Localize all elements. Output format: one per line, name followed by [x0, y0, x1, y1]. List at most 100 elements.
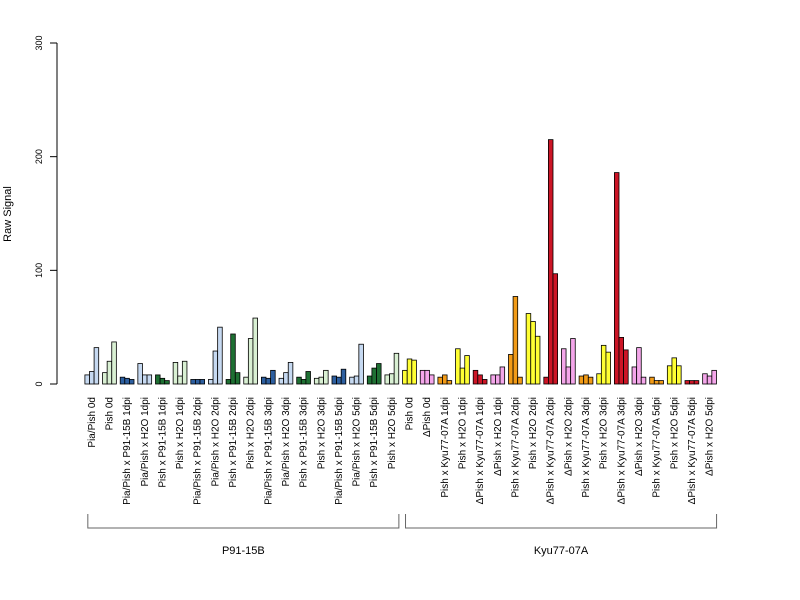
bar [358, 343, 364, 385]
bar [331, 375, 337, 385]
x-tick-label: Pia/Pish x H2O 2dpi [210, 397, 221, 487]
x-tick-label: Pish 0d [405, 397, 416, 430]
bar [89, 371, 95, 385]
bar [234, 372, 241, 385]
y-axis: 0 100 200 300 [34, 35, 58, 387]
x-tick-label: Pish x H2O 1dpi [175, 397, 186, 469]
bar [111, 341, 117, 385]
bar [230, 333, 236, 385]
bar [534, 335, 541, 385]
bar [517, 376, 523, 385]
bar [693, 380, 700, 385]
bar [349, 376, 355, 385]
bar [676, 365, 682, 385]
bar [371, 367, 377, 385]
bar [525, 313, 532, 385]
bar [159, 377, 166, 385]
bar [684, 380, 690, 385]
x-tick-label: Pish x H2O 2dpi [246, 397, 257, 469]
x-tick-label: Pish x Kyu77-07A 1dpi [440, 397, 451, 498]
bar [636, 347, 642, 385]
bar [437, 376, 443, 385]
x-tick-label: Pish x H2O 5dpi [387, 397, 398, 469]
bar [389, 373, 395, 385]
bar [366, 375, 373, 385]
bar [146, 374, 153, 385]
x-tick-label: ΔPish x H2O 5dpi [705, 397, 716, 476]
x-tick-label: ΔPish 0d [422, 397, 433, 437]
bar [172, 361, 179, 385]
bracket-line [405, 514, 718, 529]
bar [411, 359, 417, 385]
y-axis-label: Raw Signal [2, 186, 14, 242]
bar [353, 375, 360, 385]
bar [142, 374, 148, 385]
bar [552, 273, 558, 385]
bar [124, 377, 130, 385]
bar [384, 374, 390, 385]
bar [106, 360, 113, 385]
bar [583, 374, 589, 385]
bracket-label: Kyu77-07A [534, 545, 589, 557]
x-tick-label: Pia/Pish x P91-15B 2dpi [193, 397, 204, 505]
bar [283, 372, 289, 385]
bracket-label: P91-15B [222, 545, 265, 557]
x-tick-label: Pish x H2O 5dpi [669, 397, 680, 469]
bar [318, 376, 324, 385]
bar [212, 350, 219, 385]
x-tick-label: ΔPish x Kyu77-07A 2dpi [546, 397, 557, 504]
bar [424, 369, 430, 385]
bar [658, 380, 664, 385]
bar [336, 376, 342, 385]
bar [419, 369, 426, 385]
bar [455, 348, 461, 385]
x-tick-label: Pish x P91-15B 5dpi [369, 397, 380, 488]
bar [530, 321, 536, 385]
bars-layer [84, 139, 717, 385]
x-tick-label: Pish x H2O 2dpi [528, 397, 539, 469]
bar [300, 379, 307, 385]
bar [623, 349, 629, 385]
y-tick-label: 100 [34, 263, 44, 278]
bar [548, 139, 554, 385]
bar [260, 376, 267, 385]
x-tick-label: Pia/Pish x P91-15B 5dpi [334, 397, 345, 505]
x-tick-label: Pia/Pish x P91-15B 1dpi [122, 397, 133, 505]
bar [296, 376, 302, 385]
bar [689, 380, 695, 385]
bar [181, 360, 188, 385]
bar [472, 369, 479, 385]
bar [128, 379, 135, 385]
bar [323, 369, 329, 385]
bar [164, 380, 170, 385]
bar [393, 352, 400, 385]
bar [217, 326, 223, 385]
x-tick-label: ΔPish x Kyu77-07A 5dpi [687, 397, 698, 504]
bar [194, 379, 201, 385]
bar [464, 355, 470, 385]
x-tick-label: Pish x Kyu77-07A 3dpi [581, 397, 592, 498]
bar [578, 375, 585, 385]
bar [666, 365, 673, 385]
bar [270, 369, 276, 385]
x-tick-label: ΔPish x H2O 2dpi [563, 397, 574, 476]
bar [649, 376, 655, 385]
bar [481, 379, 488, 385]
bar [653, 380, 660, 385]
bar [631, 366, 638, 385]
bar [543, 376, 549, 385]
bar [711, 369, 717, 385]
bar [459, 367, 466, 385]
bar [495, 374, 501, 385]
x-tick-label: ΔPish x Kyu77-07A 1dpi [475, 397, 486, 504]
bar [305, 371, 311, 385]
bar [406, 358, 413, 385]
x-tick-label: ΔPish x Kyu77-07A 3dpi [616, 397, 627, 504]
bar [565, 366, 572, 385]
bar [446, 380, 453, 385]
x-tick-label: Pish x P91-15B 2dpi [228, 397, 239, 488]
x-tick-label: Pish x P91-15B 1dpi [157, 397, 168, 488]
x-tick-labels: Pia/Pish 0d Pish 0d Pia/Pish x P91-15B 1dp… [87, 397, 716, 505]
x-tick-label: Pia/Pish 0d [87, 397, 98, 448]
